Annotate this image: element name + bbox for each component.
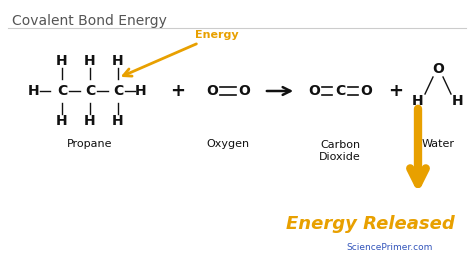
Text: H: H bbox=[412, 94, 424, 108]
Text: H: H bbox=[112, 54, 124, 68]
Text: H: H bbox=[452, 94, 464, 108]
Text: O: O bbox=[206, 84, 218, 98]
Text: Covalent Bond Energy: Covalent Bond Energy bbox=[12, 14, 167, 28]
Text: H: H bbox=[56, 114, 68, 128]
Text: H: H bbox=[56, 54, 68, 68]
Text: SciencePrimer.com: SciencePrimer.com bbox=[347, 243, 433, 252]
Text: C: C bbox=[85, 84, 95, 98]
Text: Energy: Energy bbox=[123, 30, 238, 76]
Text: Energy Released: Energy Released bbox=[286, 215, 455, 233]
Text: +: + bbox=[389, 82, 403, 100]
Text: O: O bbox=[308, 84, 320, 98]
Text: O: O bbox=[360, 84, 372, 98]
Text: H: H bbox=[112, 114, 124, 128]
Text: C: C bbox=[113, 84, 123, 98]
Text: O: O bbox=[238, 84, 250, 98]
Text: C: C bbox=[57, 84, 67, 98]
Text: H: H bbox=[135, 84, 147, 98]
Text: Carbon
Dioxide: Carbon Dioxide bbox=[319, 140, 361, 162]
Text: Propane: Propane bbox=[67, 139, 113, 149]
Text: O: O bbox=[432, 62, 444, 76]
Text: C: C bbox=[335, 84, 345, 98]
Text: H: H bbox=[28, 84, 40, 98]
Text: Oxygen: Oxygen bbox=[207, 139, 250, 149]
Text: +: + bbox=[171, 82, 185, 100]
Text: H: H bbox=[84, 54, 96, 68]
Text: Water: Water bbox=[421, 139, 455, 149]
Text: H: H bbox=[84, 114, 96, 128]
